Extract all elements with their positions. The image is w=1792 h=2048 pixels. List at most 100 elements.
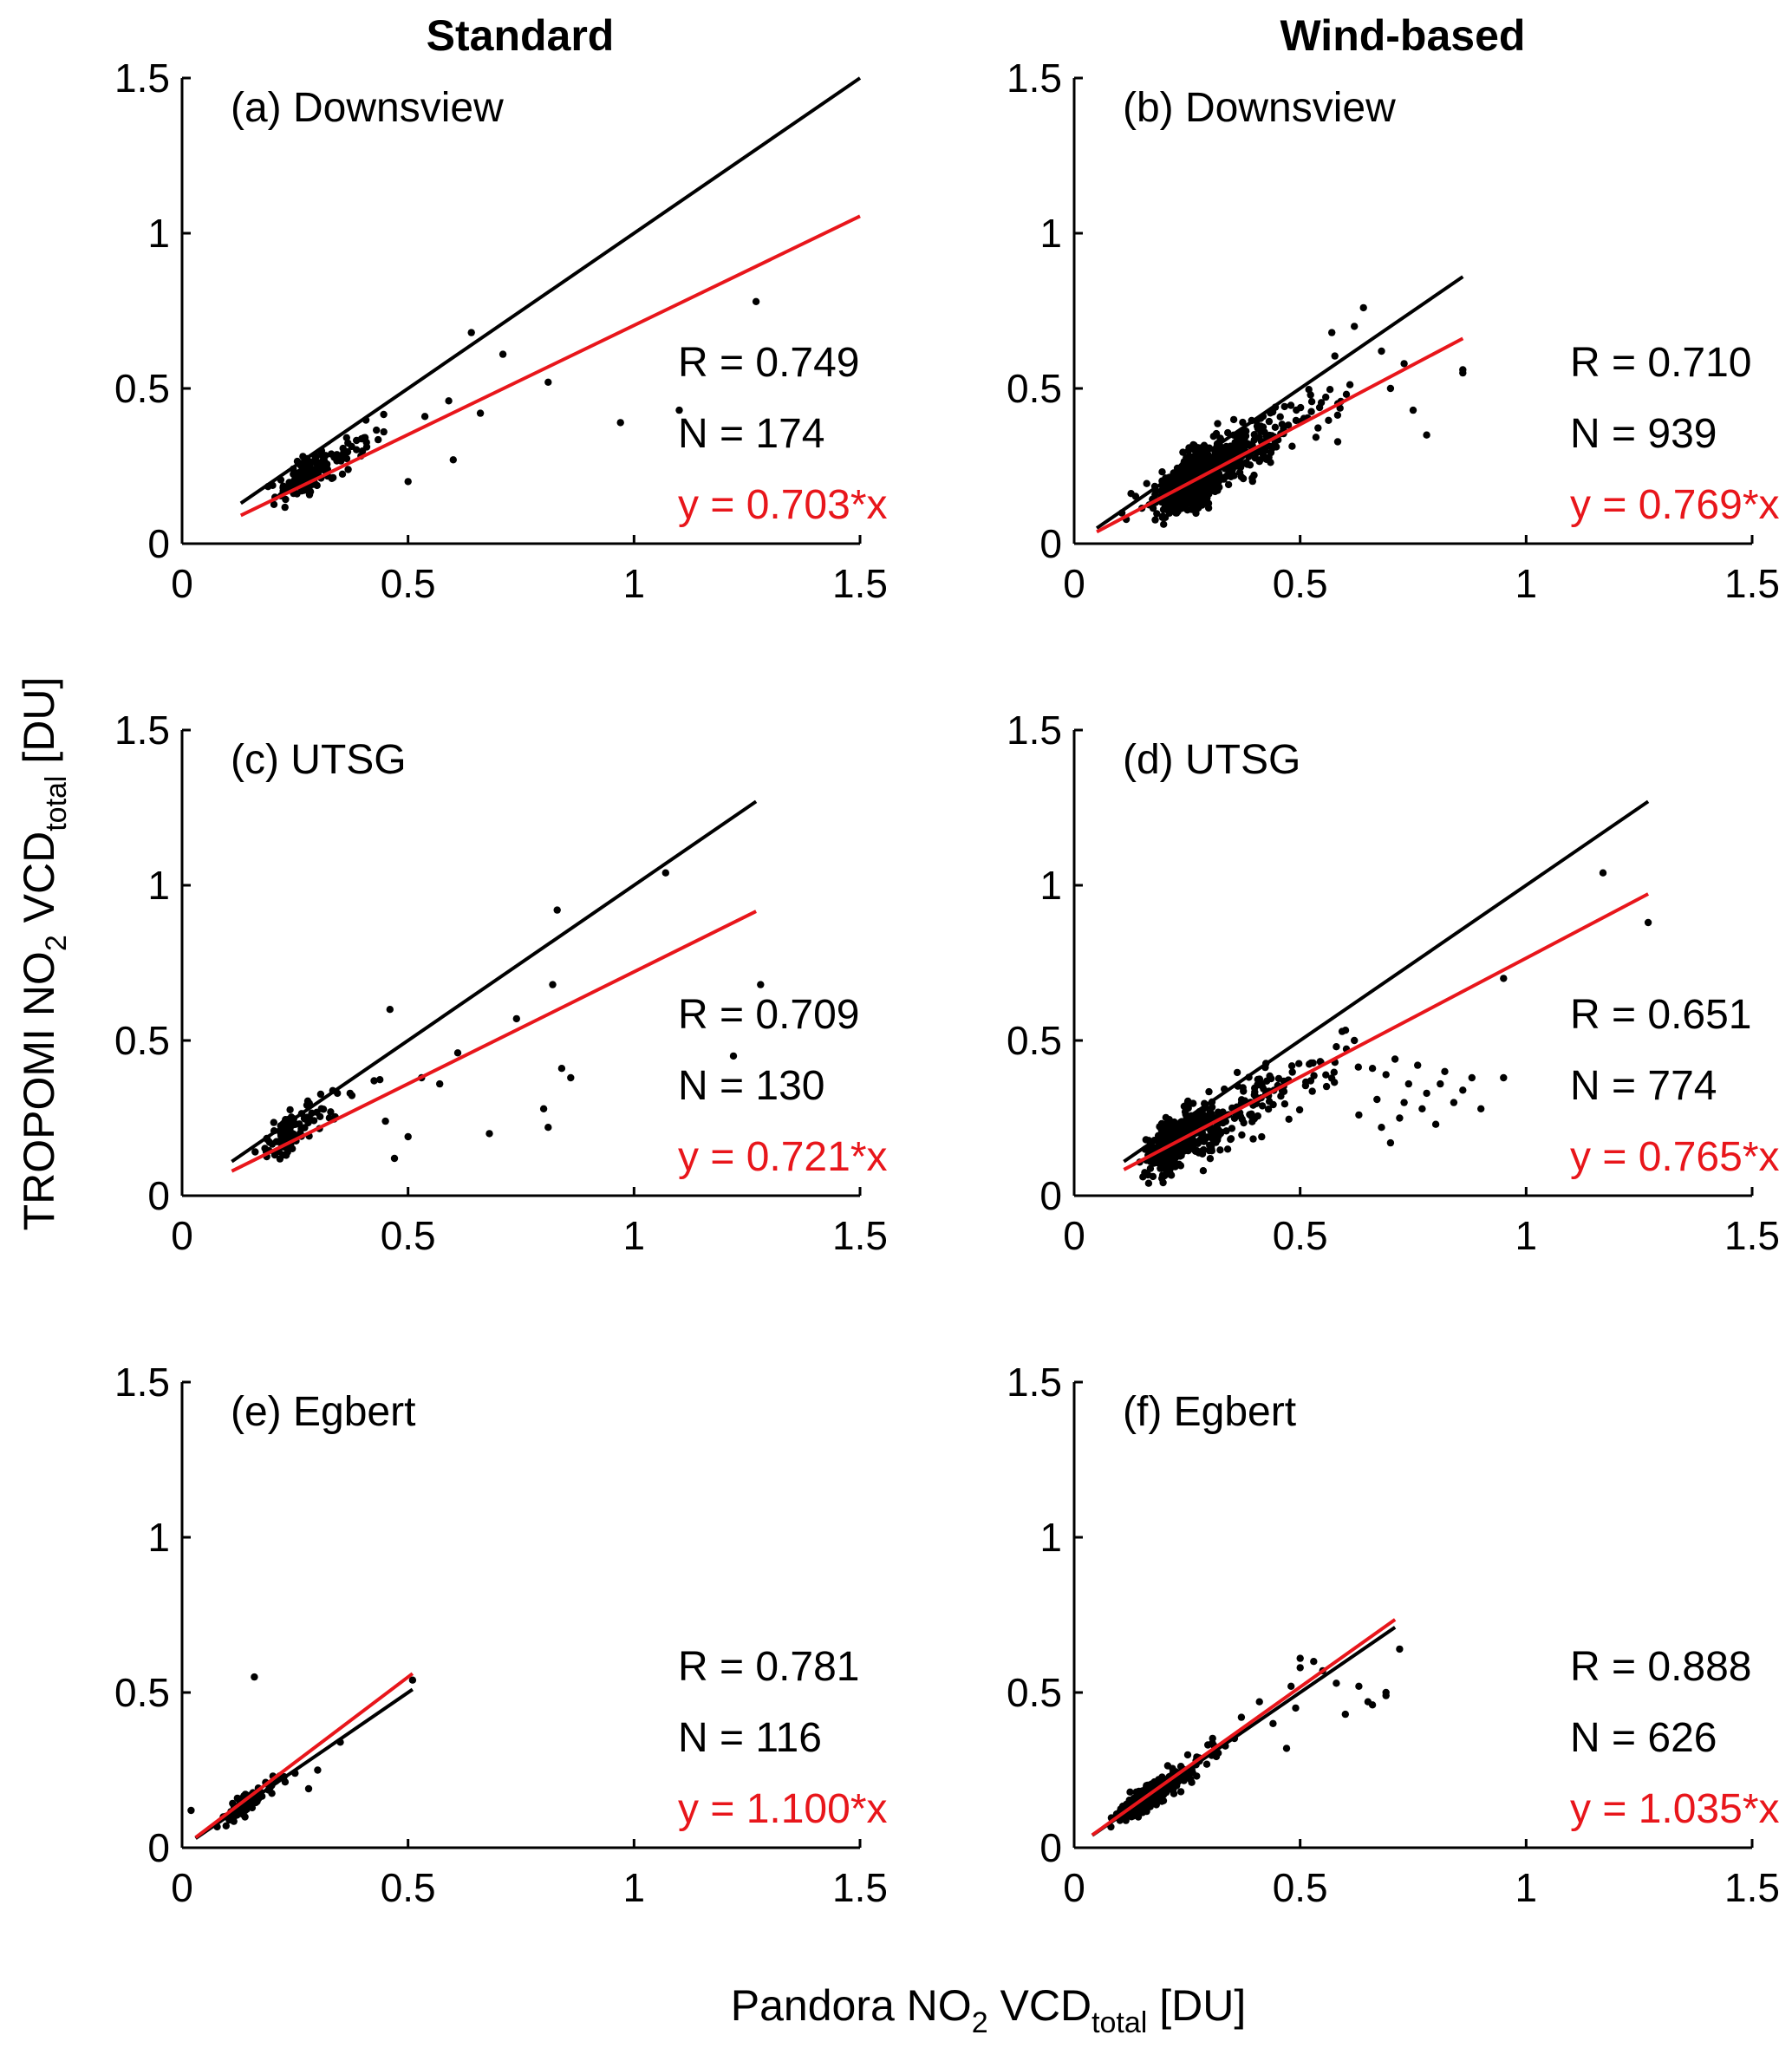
panel-b-downsview-y-tick-label: 1 — [1039, 211, 1062, 256]
data-point — [616, 419, 624, 427]
data-point — [1180, 1777, 1188, 1784]
panel-e-egbert-fit-line — [194, 1672, 414, 1839]
panel-b-downsview-x-tick-label: 1 — [1515, 561, 1538, 606]
data-point — [1219, 1108, 1227, 1116]
data-point — [1256, 456, 1264, 464]
data-point — [1255, 1698, 1263, 1706]
data-point — [1233, 1068, 1241, 1077]
data-point — [317, 1105, 325, 1112]
data-point — [1382, 1688, 1390, 1697]
data-point — [1192, 509, 1200, 518]
data-point — [1325, 416, 1333, 424]
data-point — [381, 1117, 389, 1125]
panel-e-egbert-x-tick-label: 1 — [623, 1865, 646, 1910]
data-point — [1238, 1131, 1246, 1139]
panel-e-egbert-y-tick-label: 0.5 — [114, 1670, 170, 1715]
panel-f-egbert-title: (f) Egbert — [1123, 1389, 1296, 1435]
data-point — [268, 1140, 277, 1148]
data-point — [1468, 1073, 1476, 1082]
data-point — [1264, 454, 1272, 462]
data-point — [1287, 401, 1295, 409]
data-point — [1450, 1099, 1458, 1106]
data-point — [1214, 479, 1222, 487]
data-point — [1269, 1100, 1277, 1109]
data-point — [436, 1079, 444, 1088]
data-point — [1227, 1135, 1235, 1144]
data-point — [675, 406, 683, 414]
data-point — [1346, 381, 1354, 388]
panel-d-utsg-n-value: N = 774 — [1570, 1063, 1717, 1109]
panel-c-utsg: 0 0.5 1 1.5 0 0.5 1 1.5 (c) UTSG R = 0.709 N = 130… — [114, 708, 888, 1258]
data-point — [344, 466, 352, 473]
data-point — [1269, 1719, 1277, 1728]
data-point — [286, 1106, 294, 1114]
panel-a-downsview-points — [264, 297, 760, 512]
data-point — [1202, 1760, 1211, 1768]
panel-e-egbert-x-tick-label: 0.5 — [381, 1865, 436, 1910]
data-point — [445, 397, 453, 405]
data-point — [1250, 431, 1259, 439]
data-point — [1328, 329, 1336, 336]
data-point — [1231, 443, 1239, 452]
data-point — [279, 1151, 287, 1159]
panel-d-utsg-one-to-one-line — [1123, 799, 1650, 1164]
data-point — [1326, 386, 1334, 394]
data-point — [291, 1120, 300, 1128]
data-point — [567, 1073, 575, 1082]
data-point — [1230, 1114, 1239, 1123]
data-point — [1276, 413, 1284, 421]
panel-e-egbert-n-value: N = 116 — [678, 1715, 822, 1761]
panel-e-egbert-fit-equation: y = 1.100*x — [678, 1786, 888, 1832]
data-point — [248, 1803, 257, 1812]
data-point — [342, 434, 350, 441]
data-point — [1205, 463, 1214, 472]
panel-c-utsg-one-to-one-line — [231, 799, 758, 1164]
data-point — [1190, 1115, 1199, 1123]
panel-a-downsview-y-tick-label: 0 — [147, 521, 170, 566]
data-point — [729, 1052, 738, 1060]
data-point — [261, 1145, 269, 1152]
panel-c-utsg-x-tick-label: 0.5 — [381, 1213, 436, 1258]
data-point — [357, 434, 366, 443]
data-point — [1206, 1141, 1214, 1150]
data-point — [1305, 386, 1313, 394]
panel-c-utsg-x-tick-label: 1.5 — [832, 1213, 888, 1258]
data-point — [1266, 1072, 1274, 1080]
data-point — [485, 1130, 493, 1138]
data-point — [1184, 1097, 1192, 1106]
data-point — [1151, 516, 1159, 524]
data-point — [1336, 404, 1344, 412]
data-point — [1338, 1027, 1346, 1035]
data-point — [1333, 438, 1342, 446]
data-point — [327, 1108, 335, 1116]
data-point — [386, 1006, 394, 1014]
data-point — [1177, 492, 1185, 500]
panel-c-utsg-title: (c) UTSG — [231, 737, 407, 783]
panel-e-egbert-title: (e) Egbert — [231, 1389, 415, 1435]
panel-b-downsview-one-to-one-line — [1095, 275, 1464, 530]
data-point — [1599, 869, 1607, 877]
data-point — [1288, 442, 1296, 450]
data-point — [1196, 1136, 1204, 1145]
panel-b-downsview-x-tick-label: 1.5 — [1724, 561, 1780, 606]
data-point — [240, 1807, 249, 1815]
data-point — [1280, 1100, 1289, 1108]
data-point — [304, 469, 313, 477]
data-point — [1307, 1077, 1315, 1085]
x-axis-label: Pandora NO2 VCDtotal [DU] — [731, 1981, 1247, 2039]
data-point — [380, 410, 388, 419]
panel-f-egbert-y-tick-label: 0.5 — [1007, 1670, 1062, 1715]
data-point — [1183, 455, 1190, 464]
data-point — [1228, 1125, 1236, 1132]
panel-c-utsg-fit-equation: y = 0.721*x — [678, 1134, 888, 1180]
data-point — [1199, 1167, 1208, 1175]
data-point — [1297, 403, 1305, 412]
data-point — [1217, 447, 1225, 454]
data-point — [557, 1065, 566, 1073]
data-point — [1176, 1788, 1185, 1796]
data-point — [404, 1132, 412, 1141]
panel-a-downsview-x-tick-label: 0.5 — [381, 561, 436, 606]
data-point — [1331, 352, 1339, 360]
data-point — [315, 462, 323, 470]
